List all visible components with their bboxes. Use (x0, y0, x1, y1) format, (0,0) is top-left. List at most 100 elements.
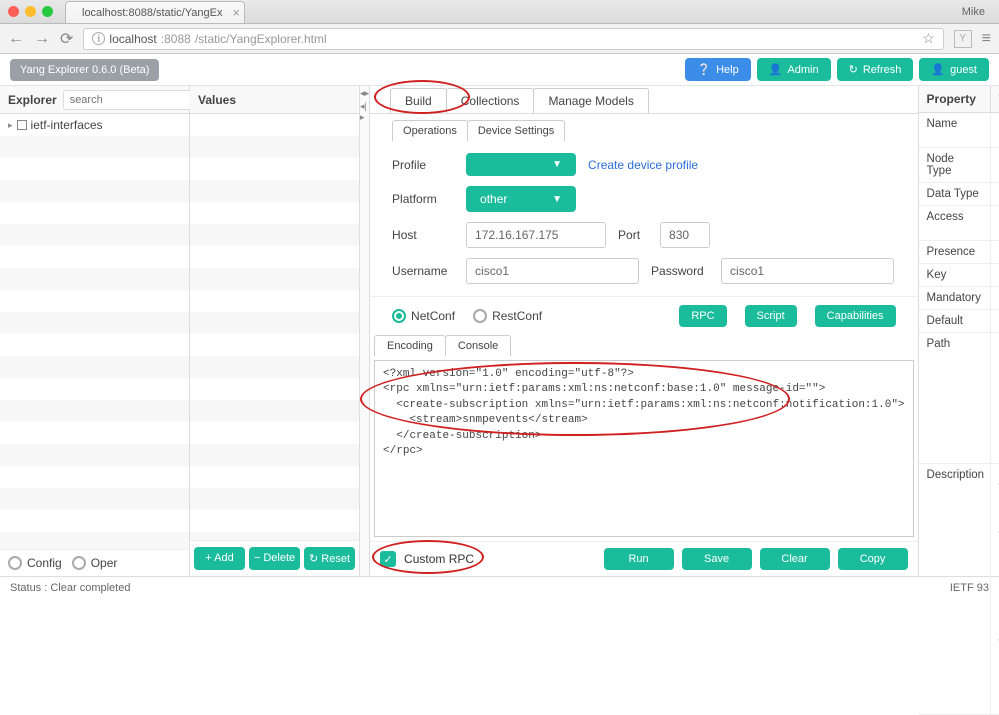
expand-icon[interactable]: ▸ (8, 120, 13, 131)
close-tab-icon[interactable]: × (232, 5, 240, 20)
url-input[interactable]: i localhost:8088/static/YangExplorer.htm… (83, 28, 943, 50)
extension-icon[interactable]: Y (954, 30, 972, 48)
help-button[interactable]: ❔ Help (685, 58, 750, 81)
rpc-button[interactable]: RPC (679, 305, 726, 327)
tab-device-settings[interactable]: Device Settings (467, 120, 565, 141)
admin-button[interactable]: 👤 Admin (757, 58, 831, 81)
bookmark-icon[interactable]: ☆ (922, 30, 935, 47)
tab-encoding[interactable]: Encoding (374, 335, 446, 356)
property-value (991, 310, 999, 332)
encoding-tabs: Encoding Console (370, 335, 918, 356)
tab-manage-models[interactable]: Manage Models (533, 88, 648, 113)
property-col-header: Property (919, 86, 991, 112)
save-button[interactable]: Save (682, 548, 752, 570)
username-input[interactable] (466, 258, 639, 284)
platform-dropdown[interactable]: other▼ (466, 186, 576, 212)
netconf-radio[interactable]: NetConf (392, 309, 455, 323)
tab-title: localhost:8088/static/YangEx (82, 7, 222, 19)
add-button[interactable]: Add (194, 547, 245, 570)
url-port: :8088 (161, 32, 191, 46)
platform-value: other (480, 192, 507, 206)
script-button[interactable]: Script (745, 305, 797, 327)
property-value (991, 264, 999, 286)
url-path: /static/YangExplorer.html (195, 32, 327, 46)
reload-icon[interactable]: ⟳ (60, 29, 73, 49)
delete-button[interactable]: Delete (249, 547, 300, 570)
status-bar: Status : Clear completed IETF 93 (0, 576, 999, 598)
minimize-dot-icon[interactable] (25, 6, 36, 17)
device-form: Profile ▼ Create device profile Platform… (370, 141, 918, 296)
app-title: Yang Explorer 0.6.0 (Beta) (10, 59, 159, 81)
create-profile-link[interactable]: Create device profile (588, 158, 698, 172)
host-input[interactable] (466, 222, 606, 248)
restconf-label: RestConf (492, 309, 542, 323)
tab-console[interactable]: Console (445, 335, 511, 356)
port-label: Port (618, 228, 648, 242)
col-tool-icon[interactable]: ◂|▸ (360, 101, 369, 123)
zoom-dot-icon[interactable] (42, 6, 53, 17)
explorer-footer: Config Oper (0, 549, 189, 576)
values-panel: Values Add Delete Reset (190, 86, 360, 576)
close-dot-icon[interactable] (8, 6, 19, 17)
property-row: Key (919, 264, 999, 287)
sub-tabs: Operations Device Settings (370, 114, 918, 141)
property-value: statistics (991, 113, 999, 147)
guest-label: guest (950, 64, 977, 76)
property-key: Key (919, 264, 991, 286)
host-label: Host (392, 228, 454, 242)
explorer-title: Explorer (8, 93, 57, 107)
copy-button[interactable]: Copy (838, 548, 908, 570)
properties-body: NamestatisticsNode TypecontainerData Typ… (919, 113, 999, 715)
properties-header: Property Value (919, 86, 999, 113)
property-row: Default (919, 310, 999, 333)
capabilities-button[interactable]: Capabilities (815, 305, 896, 327)
property-row: Namestatistics (919, 113, 999, 148)
config-label: Config (27, 556, 62, 570)
site-info-icon[interactable]: i (92, 32, 105, 45)
oper-radio[interactable]: Oper (72, 556, 118, 570)
model-tree: ▸ ietf-interfaces (0, 114, 189, 549)
app-header: Yang Explorer 0.6.0 (Beta) ❔ Help 👤 Admi… (0, 54, 999, 86)
profile-dropdown[interactable]: ▼ (466, 153, 576, 176)
port-input[interactable] (660, 222, 710, 248)
username-label: Username (392, 264, 454, 278)
clear-button[interactable]: Clear (760, 548, 830, 570)
refresh-button[interactable]: ↻ Refresh (837, 58, 914, 81)
tab-operations[interactable]: Operations (392, 120, 468, 141)
forward-icon[interactable]: → (34, 30, 50, 48)
column-tools: ◂▸ ◂|▸ (360, 86, 370, 576)
restconf-radio[interactable]: RestConf (473, 309, 542, 323)
tab-build[interactable]: Build (390, 88, 447, 113)
run-button[interactable]: Run (604, 548, 674, 570)
config-radio[interactable]: Config (8, 556, 62, 570)
back-icon[interactable]: ← (8, 30, 24, 48)
checkbox-icon[interactable] (17, 120, 27, 130)
profile-name[interactable]: Mike (962, 6, 991, 18)
property-key: Data Type (919, 183, 991, 205)
browser-tab[interactable]: localhost:8088/static/YangEx × (65, 1, 245, 23)
property-row: Data Type (919, 183, 999, 206)
property-value (991, 241, 999, 263)
property-key: Presence (919, 241, 991, 263)
tab-collections[interactable]: Collections (446, 88, 535, 113)
property-row: Presence (919, 241, 999, 264)
window-controls (8, 6, 53, 17)
guest-button[interactable]: 👤 guest (919, 58, 989, 81)
property-key: Access (919, 206, 991, 240)
center-panel: Build Collections Manage Models Operatio… (370, 86, 919, 576)
reset-button[interactable]: Reset (304, 547, 355, 570)
custom-rpc-checkbox[interactable]: ✓ (380, 551, 396, 567)
values-list (190, 114, 359, 540)
rpc-editor[interactable]: <?xml version="1.0" encoding="utf-8"?> <… (374, 360, 914, 537)
help-label: Help (716, 64, 739, 76)
admin-label: Admin (787, 64, 818, 76)
password-label: Password (651, 264, 709, 278)
menu-icon[interactable]: ≡ (982, 30, 991, 48)
property-row: Node Typecontainer (919, 148, 999, 183)
password-input[interactable] (721, 258, 894, 284)
col-tool-icon[interactable]: ◂▸ (360, 88, 369, 99)
property-value: Statistical data pertaining to the NETCO… (991, 464, 999, 714)
browser-titlebar: localhost:8088/static/YangEx × Mike (0, 0, 999, 24)
property-value (991, 183, 999, 205)
tree-item-ietf-interfaces[interactable]: ▸ ietf-interfaces (0, 114, 189, 136)
